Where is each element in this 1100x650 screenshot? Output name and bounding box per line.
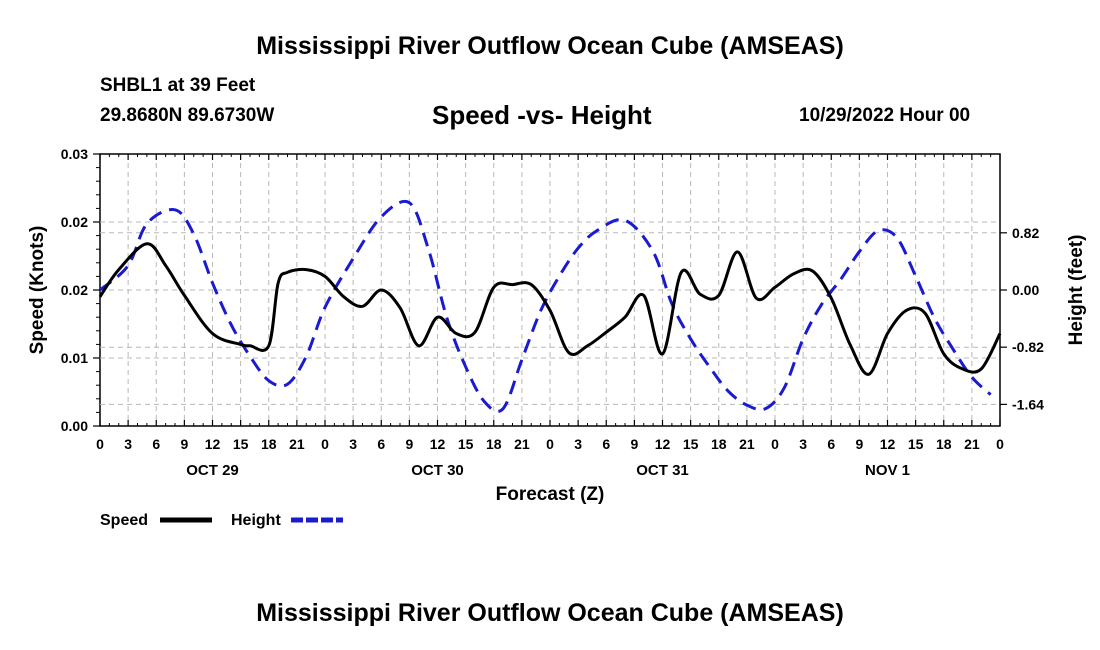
- y-tick-label: 0.02: [61, 214, 88, 230]
- y2-tick-label: 0.00: [1012, 282, 1039, 298]
- x-tick-label: 9: [630, 436, 638, 452]
- day-label: OCT 30: [411, 462, 464, 479]
- x-tick-label: 15: [233, 436, 249, 452]
- x-tick-label: 3: [349, 436, 357, 452]
- axes: 0 3 6 9 12 15 18 21 0 3 6 9 12 15 18 21 0 3 6 9 12 15 18 21 0 3 6 9…: [61, 146, 1044, 479]
- day-label: NOV 1: [865, 462, 910, 479]
- day-label: OCT 29: [186, 462, 239, 479]
- y2-tick-label: 0.82: [1012, 225, 1039, 241]
- x-tick-label: 18: [711, 436, 727, 452]
- y2-tick-label: -1.64: [1012, 396, 1044, 412]
- x-tick-label: 0: [321, 436, 329, 452]
- x-tick-label: 21: [289, 436, 305, 452]
- x-tick-label: 6: [377, 436, 385, 452]
- x-tick-label: 18: [486, 436, 502, 452]
- legend-speed-label: Speed: [100, 512, 148, 529]
- x-tick-label: 0: [771, 436, 779, 452]
- x-tick-label: 3: [124, 436, 132, 452]
- x-tick-label: 3: [799, 436, 807, 452]
- station-label: SHBL1 at 39 Feet: [100, 75, 256, 96]
- x-tick-label: 15: [683, 436, 699, 452]
- day-label: OCT 31: [636, 462, 689, 479]
- chart-subtitle: Speed -vs- Height: [432, 100, 652, 130]
- y-tick-label: 0.00: [61, 418, 88, 434]
- x-tick-label: 21: [739, 436, 755, 452]
- x-tick-label: 21: [964, 436, 980, 452]
- x-axis-title: Forecast (Z): [496, 484, 605, 505]
- location-label: 29.8680N 89.6730W: [100, 105, 275, 126]
- y-tick-label: 0.03: [61, 146, 88, 162]
- y-tick-label: 0.02: [61, 282, 88, 298]
- legend: Speed Height: [100, 512, 343, 529]
- x-tick-label: 12: [430, 436, 446, 452]
- y-tick-label: 0.01: [61, 350, 88, 366]
- y2-axis-title: Height (feet): [1066, 235, 1087, 346]
- x-tick-label: 3: [574, 436, 582, 452]
- x-tick-label: 0: [996, 436, 1004, 452]
- footer-title: Mississippi River Outflow Ocean Cube (AM…: [256, 599, 844, 627]
- x-tick-label: 15: [908, 436, 924, 452]
- chart-title: Mississippi River Outflow Ocean Cube (AM…: [256, 32, 844, 60]
- x-tick-label: 12: [205, 436, 221, 452]
- x-tick-label: 6: [827, 436, 835, 452]
- y-axis-title: Speed (Knots): [27, 226, 48, 355]
- x-tick-label: 18: [936, 436, 952, 452]
- speed-line: [98, 242, 1002, 376]
- x-tick-label: 0: [96, 436, 104, 452]
- date-label: 10/29/2022 Hour 00: [799, 105, 971, 126]
- x-tick-label: 12: [655, 436, 671, 452]
- x-tick-label: 15: [458, 436, 474, 452]
- x-tick-label: 21: [514, 436, 530, 452]
- x-tick-label: 12: [880, 436, 896, 452]
- x-tick-label: 9: [855, 436, 863, 452]
- x-tick-label: 18: [261, 436, 277, 452]
- height-line: [99, 199, 992, 413]
- x-tick-label: 9: [180, 436, 188, 452]
- y2-tick-label: -0.82: [1012, 339, 1044, 355]
- legend-height-label: Height: [231, 512, 281, 529]
- x-tick-label: 6: [152, 436, 160, 452]
- x-tick-label: 9: [405, 436, 413, 452]
- x-tick-label: 6: [602, 436, 610, 452]
- x-tick-label: 0: [546, 436, 554, 452]
